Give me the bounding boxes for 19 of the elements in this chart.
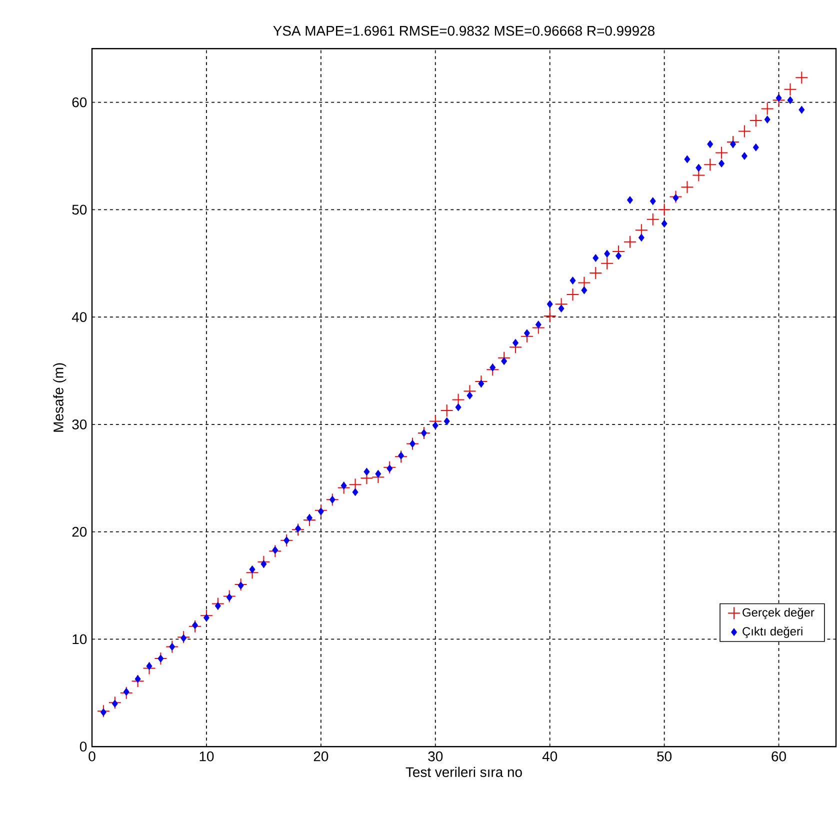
legend-label: Çıktı değeri	[742, 626, 802, 638]
x-tick-label: 60	[772, 751, 786, 762]
y-tick-label: 50	[72, 204, 87, 215]
x-tick-label: 0	[88, 751, 96, 762]
y-tick-label: 20	[72, 526, 87, 537]
y-tick-label: 10	[72, 634, 87, 644]
x-tick-label: 10	[200, 751, 214, 762]
x-tick-label: 40	[542, 751, 558, 762]
y-axis-title: Mesafe (m)	[53, 363, 66, 432]
x-tick-label: 30	[428, 751, 443, 762]
legend-label: Gerçek değer	[742, 608, 814, 620]
x-tick-label: 50	[657, 751, 672, 762]
chart-title: YSA MAPE=1.6961 RMSE=0.9832 MSE=0.96668 R=0.99928	[273, 26, 654, 36]
y-tick-label: 60	[72, 97, 87, 108]
y-tick-label: 0	[80, 742, 87, 752]
x-axis-title: Test verileri sıra no	[406, 766, 522, 778]
y-tick-label: 30	[72, 419, 87, 430]
y-tick-label: 40	[72, 312, 87, 322]
x-tick-label: 20	[314, 751, 328, 762]
